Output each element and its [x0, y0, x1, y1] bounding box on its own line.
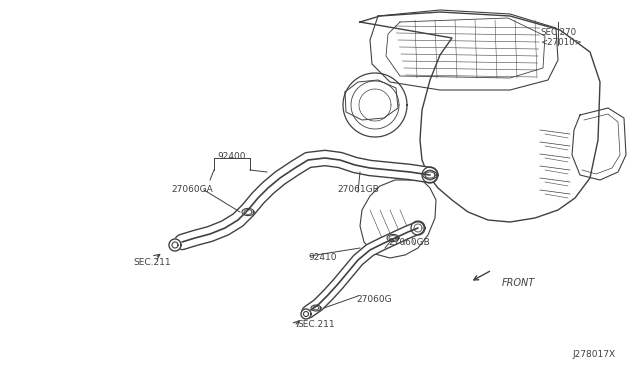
- Circle shape: [169, 239, 181, 251]
- Text: 92400: 92400: [218, 152, 246, 161]
- Text: J278017X: J278017X: [572, 350, 615, 359]
- Text: 92410: 92410: [308, 253, 337, 262]
- Text: SEC.270: SEC.270: [540, 28, 576, 37]
- Text: SEC.211: SEC.211: [133, 258, 171, 267]
- Text: <27010>: <27010>: [540, 38, 582, 47]
- Text: 27060GB: 27060GB: [388, 238, 429, 247]
- Text: 27061GB: 27061GB: [337, 185, 379, 194]
- Circle shape: [301, 309, 311, 319]
- Text: 27060G: 27060G: [356, 295, 392, 304]
- Text: 27060GA: 27060GA: [171, 185, 213, 194]
- Text: SEC.211: SEC.211: [297, 320, 335, 329]
- Text: FRONT: FRONT: [502, 278, 535, 288]
